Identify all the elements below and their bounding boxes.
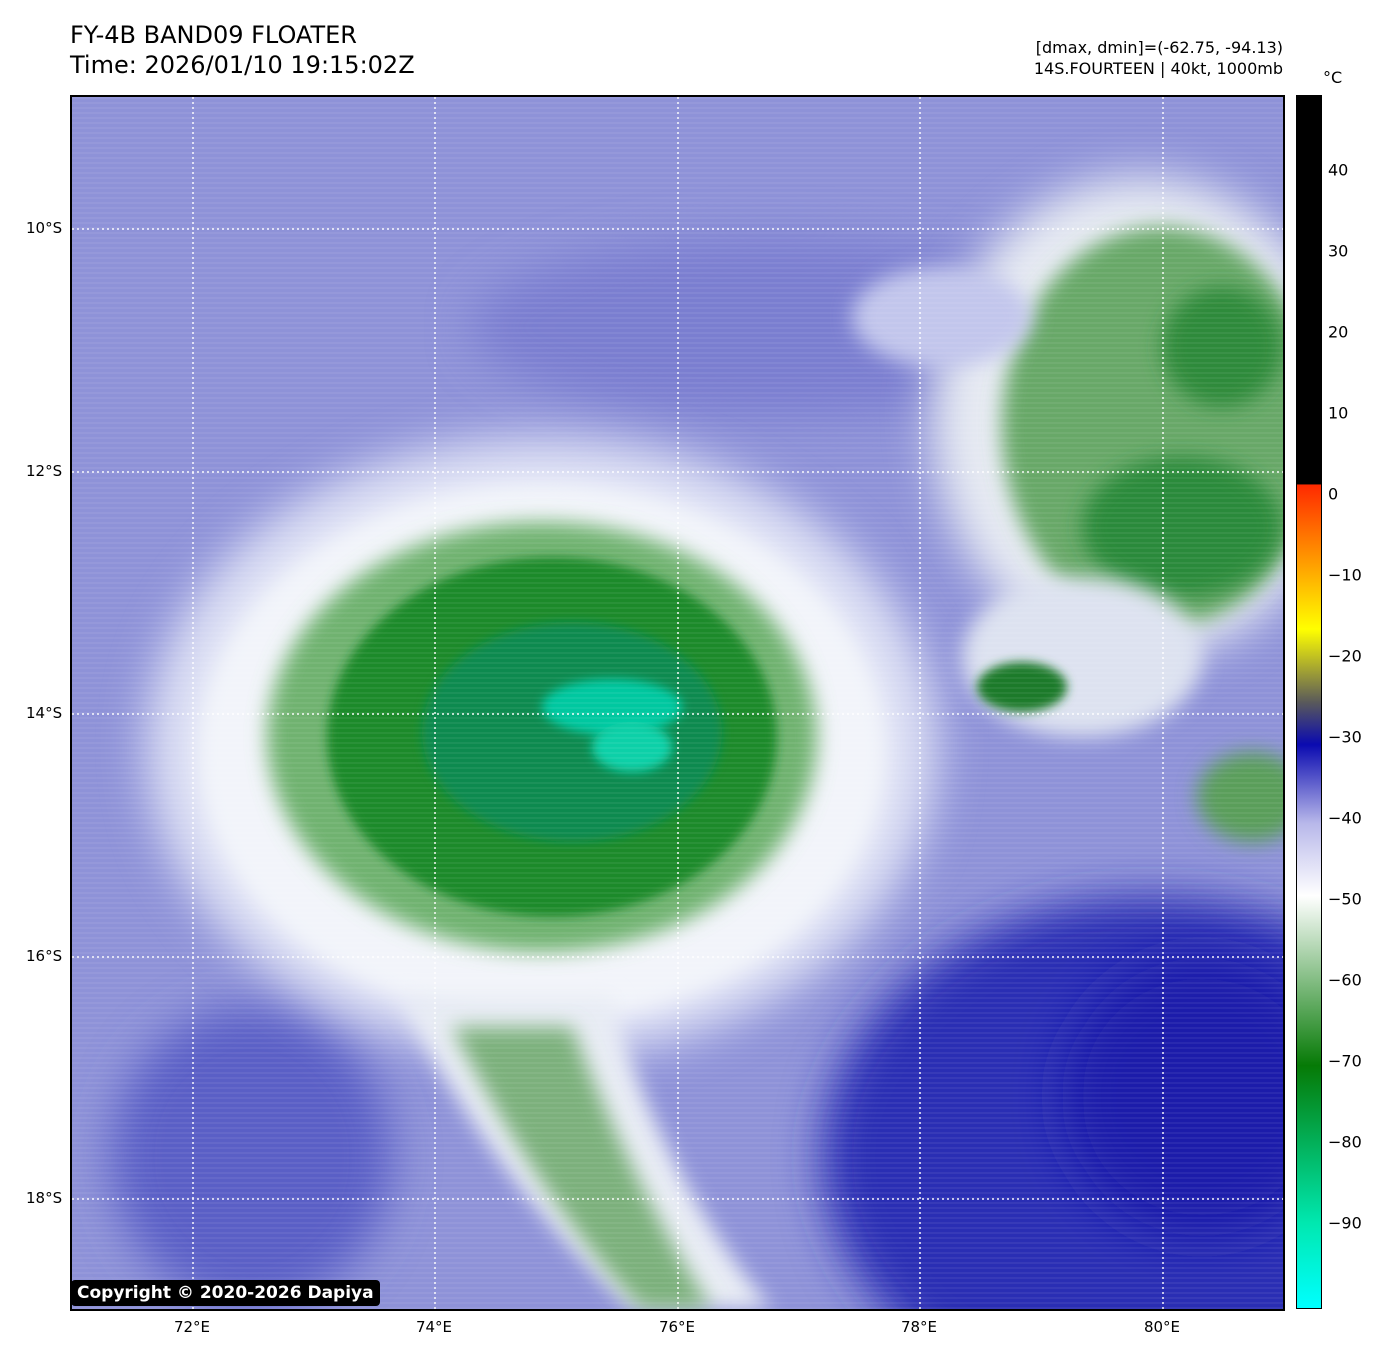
colorbar-tick-label: 20 [1328, 322, 1349, 342]
lon-label: 74°E [415, 1318, 453, 1336]
colorbar-tick-label: 10 [1328, 403, 1349, 423]
lon-label: 72°E [173, 1318, 211, 1336]
colorbar-tick-label: −30 [1328, 727, 1362, 747]
satellite-map[interactable] [70, 95, 1285, 1311]
colorbar-tick-label: 0 [1328, 484, 1339, 504]
colorbar-tick-label: −80 [1328, 1132, 1362, 1152]
image-time: Time: 2026/01/10 19:15:02Z [70, 51, 415, 79]
colorbar-tick-label: −40 [1328, 808, 1362, 828]
storm-info: 14S.FOURTEEN | 40kt, 1000mb [1033, 59, 1283, 78]
colorbar-tick-label: −60 [1328, 970, 1362, 990]
lon-label: 78°E [900, 1318, 938, 1336]
lat-label: 14°S [26, 704, 63, 722]
copyright-badge: Copyright © 2020-2026 Dapiya [71, 1280, 380, 1306]
colorbar-tick-label: −90 [1328, 1213, 1362, 1233]
lat-label: 10°S [26, 219, 63, 237]
lon-label: 80°E [1143, 1318, 1181, 1336]
lat-label: 18°S [26, 1189, 63, 1207]
colorbar-unit: °C [1323, 68, 1343, 87]
map-gridlines [72, 97, 1283, 1309]
lat-label: 16°S [26, 947, 63, 965]
colorbar-tick-label: 40 [1328, 160, 1349, 180]
lat-label: 12°S [26, 462, 63, 480]
colorbar-tick-label: −20 [1328, 646, 1362, 666]
colorbar [1296, 95, 1322, 1309]
satellite-imagery [72, 97, 1283, 1309]
colorbar-tick-label: −10 [1328, 565, 1362, 585]
lon-label: 76°E [658, 1318, 696, 1336]
image-title: FY-4B BAND09 FLOATER [70, 21, 357, 49]
colorbar-tick-label: −50 [1328, 889, 1362, 909]
colorbar-tick-label: 30 [1328, 241, 1349, 261]
data-range: [dmax, dmin]=(-62.75, -94.13) [1035, 38, 1283, 57]
colorbar-tick-label: −70 [1328, 1051, 1362, 1071]
